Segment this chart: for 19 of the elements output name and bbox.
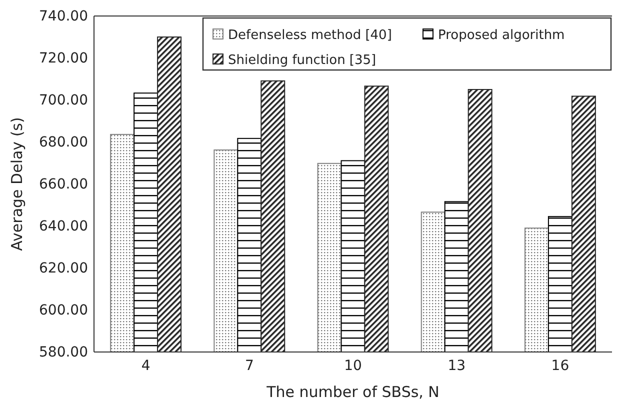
y-tick-label: 640.00 — [39, 218, 88, 234]
y-tick-label: 740.00 — [39, 8, 88, 24]
y-tick-label: 680.00 — [39, 134, 88, 150]
x-tick-label: 4 — [141, 358, 150, 374]
legend-label: Proposed algorithm — [438, 28, 565, 43]
x-tick-label: 7 — [244, 358, 254, 374]
y-tick-label: 660.00 — [39, 176, 88, 192]
x-tick-label: 16 — [551, 358, 570, 374]
y-tick-label: 720.00 — [39, 50, 88, 66]
x-tick-label: 10 — [344, 358, 362, 374]
x-tick-label: 13 — [448, 358, 466, 374]
y-tick-label: 600.00 — [39, 302, 88, 318]
legend-label: Shielding function [35] — [228, 53, 376, 68]
y-tick-label: 620.00 — [39, 260, 88, 276]
x-axis-title: The number of SBSs, N — [266, 383, 440, 401]
y-tick-label: 700.00 — [39, 92, 88, 108]
y-axis-title: Average Delay (s) — [8, 117, 26, 251]
y-tick-label: 580.00 — [39, 344, 88, 360]
legend-label: Defenseless method [40] — [228, 28, 392, 43]
